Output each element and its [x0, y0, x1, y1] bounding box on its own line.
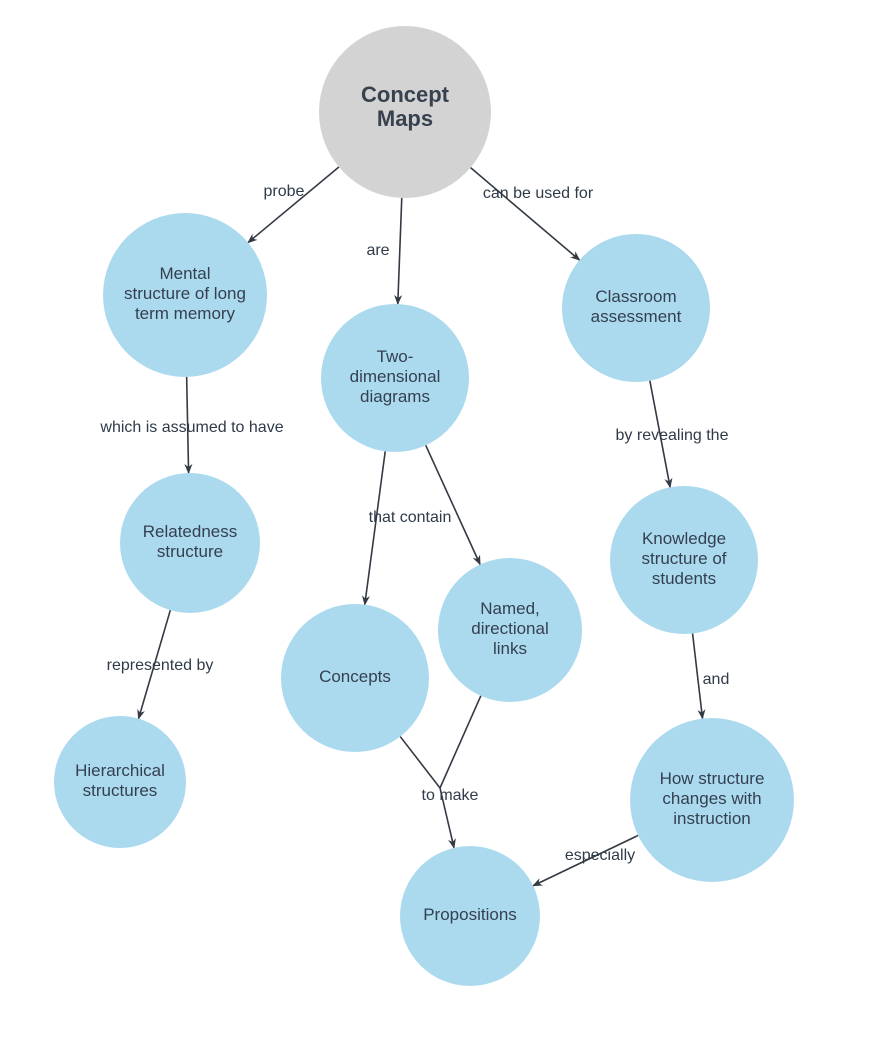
node-howstruct: How structurechanges withinstruction: [630, 718, 794, 882]
node-relatedness: Relatednessstructure: [120, 473, 260, 613]
edge-label: by revealing the: [616, 427, 729, 444]
node-classroom: Classroomassessment: [562, 234, 710, 382]
node-root: ConceptMaps: [319, 26, 491, 198]
node-label: Propositions: [423, 905, 517, 924]
edge-label: to make: [422, 787, 479, 804]
edge-label: and: [703, 671, 730, 688]
edge-label: especially: [565, 847, 635, 864]
node-knowledge: Knowledgestructure ofstudents: [610, 486, 758, 634]
node-label: Knowledgestructure ofstudents: [641, 529, 726, 588]
node-mental: Mentalstructure of longterm memory: [103, 213, 267, 377]
concept-map-diagram: ConceptMaps Mentalstructure of longterm m…: [0, 0, 880, 1040]
edge-label: are: [366, 242, 389, 259]
node-prop: Propositions: [400, 846, 540, 986]
edge-label: represented by: [107, 657, 214, 674]
node-label: Concepts: [319, 667, 391, 686]
edge-label: probe: [264, 183, 305, 200]
edge-label: which is assumed to have: [99, 419, 283, 436]
node-label: Classroomassessment: [591, 287, 682, 326]
node-hier: Hierarchicalstructures: [54, 716, 186, 848]
node-concepts: Concepts: [281, 604, 429, 752]
edge-label: can be used for: [483, 185, 594, 202]
node-named: Named,directionallinks: [438, 558, 582, 702]
node-twodim: Two-dimensionaldiagrams: [321, 304, 469, 452]
nodes-layer: ConceptMaps Mentalstructure of longterm m…: [54, 26, 794, 986]
node-label: Hierarchicalstructures: [75, 761, 165, 800]
edge-label: that contain: [369, 509, 452, 526]
node-label: How structurechanges withinstruction: [660, 769, 765, 828]
